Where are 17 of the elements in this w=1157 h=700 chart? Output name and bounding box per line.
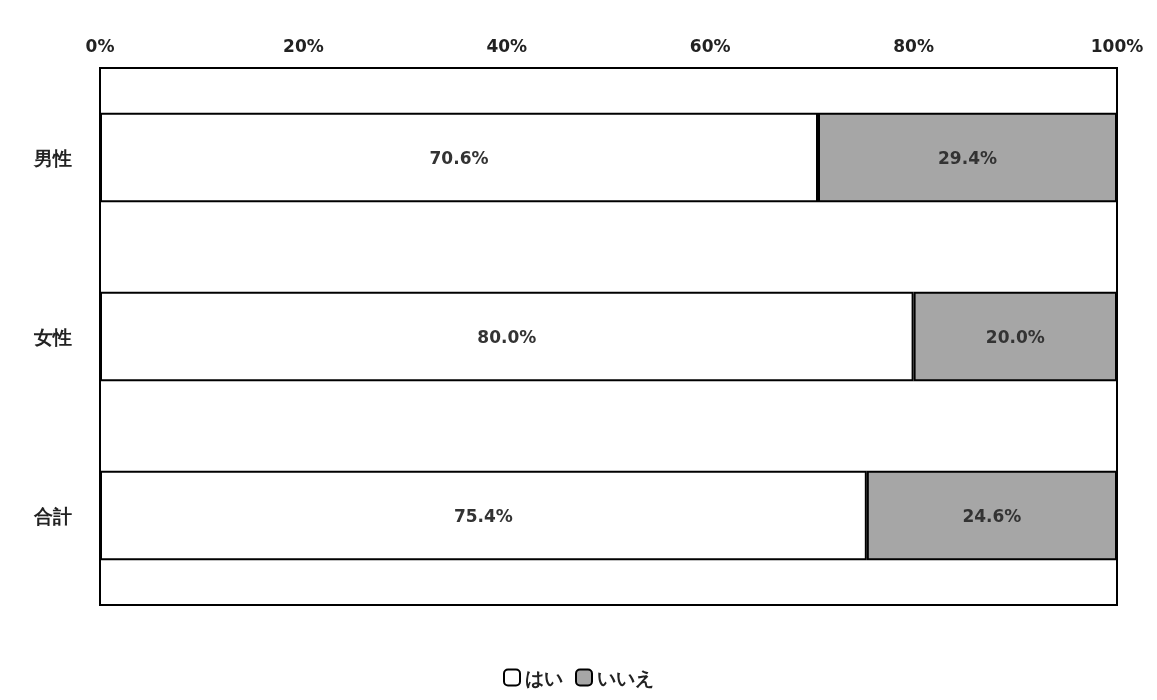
legend-label: はい xyxy=(525,666,563,689)
y-tick-label: 合計 xyxy=(33,504,72,527)
x-tick-label: 40% xyxy=(486,35,528,56)
x-tick-label: 60% xyxy=(689,35,731,56)
x-tick-label: 20% xyxy=(283,35,324,56)
data-label: 29.4% xyxy=(938,147,997,168)
data-label: 80.0% xyxy=(477,326,537,347)
x-tick-label: 0% xyxy=(85,35,115,56)
x-tick-label: 100% xyxy=(1090,35,1144,56)
data-label: 75.4% xyxy=(453,505,513,526)
data-label: 20.0% xyxy=(985,326,1045,347)
y-tick-label: 男性 xyxy=(33,146,72,169)
data-label: 70.6% xyxy=(429,147,489,168)
y-tick-label: 女性 xyxy=(33,325,72,348)
data-label: 24.6% xyxy=(962,505,1022,526)
legend-label: いいえ xyxy=(597,666,654,689)
x-tick-label: 80% xyxy=(893,35,934,56)
